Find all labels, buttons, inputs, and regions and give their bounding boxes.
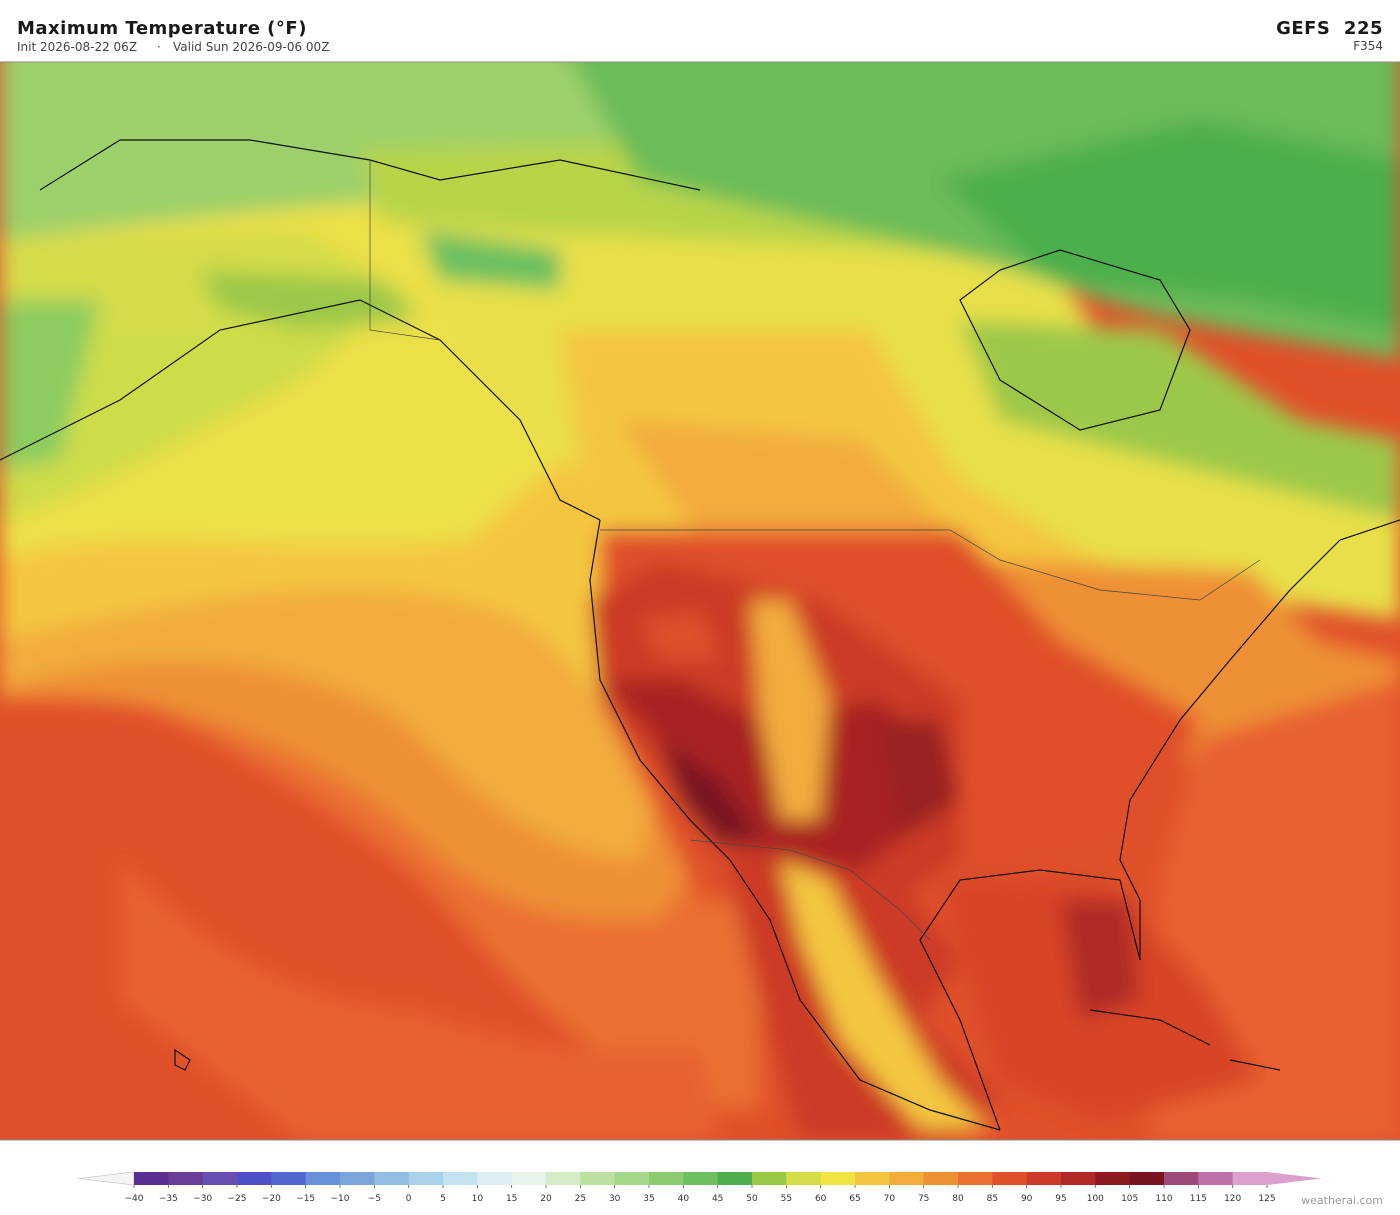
colorbar-box bbox=[202, 1172, 238, 1185]
colorbar-box bbox=[958, 1172, 993, 1185]
colorbar-box bbox=[305, 1172, 341, 1185]
colorbar-tick-label: 120 bbox=[1224, 1194, 1241, 1204]
colorbar-box bbox=[717, 1172, 753, 1185]
colorbar-tick-label: −30 bbox=[193, 1194, 212, 1204]
colorbar-box bbox=[443, 1172, 478, 1185]
colorbar-box bbox=[546, 1172, 581, 1185]
colorbar-box bbox=[992, 1172, 1028, 1185]
colorbar-tick-label: 80 bbox=[952, 1194, 964, 1204]
colorbar-tick-label: 55 bbox=[781, 1194, 792, 1204]
colorbar-box bbox=[683, 1172, 719, 1185]
colorbar-tick-label: −40 bbox=[125, 1194, 144, 1204]
watermark: weatherai.com bbox=[1301, 1194, 1383, 1207]
colorbar-box bbox=[1026, 1172, 1062, 1185]
title: Maximum Temperature (°F) bbox=[17, 18, 307, 39]
colorbar-tick-label: −10 bbox=[331, 1194, 350, 1204]
colorbar-tick-label: 105 bbox=[1121, 1194, 1138, 1204]
colorbar-box bbox=[1129, 1172, 1165, 1185]
colorbar-tick-label: 15 bbox=[506, 1194, 517, 1204]
colorbar-tick-label: 40 bbox=[678, 1194, 690, 1204]
colorbar-box bbox=[271, 1172, 307, 1185]
map bbox=[0, 62, 1400, 1140]
colorbar-box bbox=[1164, 1172, 1199, 1185]
valid-time: Valid Sun 2026-09-06 00Z bbox=[173, 40, 329, 54]
colorbar-tick-label: −15 bbox=[296, 1194, 315, 1204]
colorbar-tick-label: 60 bbox=[815, 1194, 827, 1204]
colorbar-tick-label: 115 bbox=[1190, 1194, 1207, 1204]
colorbar-tick-label: 0 bbox=[406, 1194, 412, 1204]
colorbar-tick-label: 5 bbox=[440, 1194, 446, 1204]
model-label: GEFS 225 bbox=[1276, 18, 1383, 39]
colorbar-tick-label: 110 bbox=[1155, 1194, 1172, 1204]
colorbar-box bbox=[889, 1172, 925, 1185]
colorbar-tick-label: 35 bbox=[643, 1194, 654, 1204]
colorbar-tick-label: 95 bbox=[1055, 1194, 1066, 1204]
colorbar-under bbox=[77, 1171, 135, 1186]
colorbar-tick-label: 85 bbox=[987, 1194, 998, 1204]
colorbar-box bbox=[580, 1172, 616, 1185]
colorbar: −40 −35 −30 −25 −20 −15 −10 −5 0 5 10 15 20 25 30 35 40 4… bbox=[77, 1171, 1322, 1204]
colorbar-tick-label: 50 bbox=[746, 1194, 758, 1204]
colorbar-box bbox=[1095, 1172, 1131, 1185]
colorbar-tick-label: 65 bbox=[849, 1194, 860, 1204]
colorbar-box bbox=[786, 1172, 822, 1185]
colorbar-tick-label: 30 bbox=[609, 1194, 621, 1204]
colorbar-box bbox=[820, 1172, 856, 1185]
colorbar-box bbox=[340, 1172, 375, 1185]
colorbar-box bbox=[649, 1172, 684, 1185]
colorbar-tick-label: 100 bbox=[1087, 1194, 1104, 1204]
colorbar-tick-label: 45 bbox=[712, 1194, 723, 1204]
borders bbox=[369, 160, 1261, 941]
colorbar-tick-label: 25 bbox=[575, 1194, 586, 1204]
colorbar-box bbox=[168, 1172, 204, 1185]
colorbar-over bbox=[1267, 1172, 1322, 1185]
colorbar-box bbox=[134, 1172, 169, 1185]
colorbar-tick-label: −25 bbox=[228, 1194, 247, 1204]
colorbar-box bbox=[511, 1172, 547, 1185]
colorbar-tick-label: 20 bbox=[540, 1194, 552, 1204]
temperature-field bbox=[0, 62, 1400, 1140]
forecast-hour: F354 bbox=[1353, 39, 1383, 53]
colorbar-box bbox=[374, 1172, 410, 1185]
colorbar-tick-label: 90 bbox=[1021, 1194, 1033, 1204]
colorbar-box bbox=[1198, 1172, 1234, 1185]
colorbar-tick-label: −20 bbox=[262, 1194, 281, 1204]
colorbar-box bbox=[237, 1172, 272, 1185]
colorbar-tick-label: 75 bbox=[918, 1194, 929, 1204]
colorbar-box bbox=[477, 1172, 513, 1185]
init-time: Init 2026-08-22 06Z bbox=[17, 40, 137, 54]
colorbar-tick-label: 70 bbox=[884, 1194, 896, 1204]
colorbar-box bbox=[923, 1172, 959, 1185]
separator: · bbox=[157, 40, 161, 54]
colorbar-box bbox=[408, 1172, 444, 1185]
colorbar-tick-label: 125 bbox=[1258, 1194, 1275, 1204]
colorbar-box bbox=[614, 1172, 650, 1185]
colorbar-box bbox=[855, 1172, 890, 1185]
colorbar-box bbox=[1061, 1172, 1096, 1185]
colorbar-box bbox=[1232, 1172, 1268, 1185]
colorbar-tick-label: 10 bbox=[472, 1194, 484, 1204]
colorbar-box bbox=[752, 1172, 787, 1185]
colorbar-tick-label: −35 bbox=[159, 1194, 178, 1204]
colorbar-tick-label: −5 bbox=[368, 1194, 381, 1204]
